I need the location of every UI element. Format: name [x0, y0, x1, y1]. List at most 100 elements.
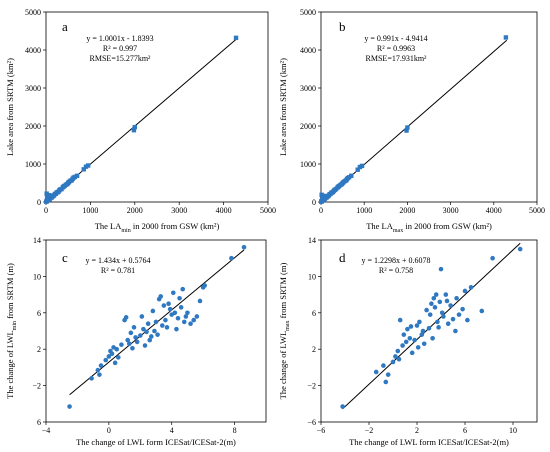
data-point	[166, 301, 171, 307]
data-point	[415, 345, 421, 350]
x-tick-label: 4	[170, 426, 174, 435]
x-tick-label: −4	[42, 426, 51, 435]
data-point	[109, 351, 115, 357]
data-point	[443, 292, 449, 297]
r-squared: R² = 0.9963	[377, 44, 415, 53]
y-tick-label: 14	[308, 236, 316, 245]
data-point	[174, 326, 179, 332]
y-tick-label: 6	[312, 309, 316, 318]
data-point	[152, 328, 157, 334]
y-axis-label: Lake area from SRTM (km²)	[278, 58, 288, 156]
data-point	[85, 163, 91, 168]
data-point	[89, 376, 94, 381]
data-point	[74, 173, 80, 178]
data-point	[490, 255, 495, 261]
data-point	[381, 363, 386, 368]
y-tick-label: 2	[312, 345, 316, 354]
data-point	[95, 367, 101, 373]
data-point	[465, 317, 470, 323]
x-tick-label: 4000	[216, 206, 232, 215]
data-point	[172, 310, 178, 316]
data-point	[112, 360, 118, 366]
data-point	[229, 255, 234, 261]
data-point	[407, 335, 413, 341]
data-point	[444, 298, 450, 304]
data-point	[134, 339, 140, 345]
r-squared: R² = 0.781	[101, 266, 135, 275]
data-point	[462, 288, 468, 294]
data-point	[373, 369, 379, 375]
panel-letter: c	[62, 250, 68, 265]
data-point	[431, 295, 437, 301]
plot-frame	[320, 239, 538, 423]
data-point	[106, 354, 112, 359]
data-point	[177, 295, 182, 301]
data-point	[436, 325, 441, 330]
data-point	[131, 127, 137, 133]
x-axis-label: The change of LWL form ICESat/ICESat-2(m…	[349, 437, 509, 447]
data-point	[454, 295, 459, 301]
data-point	[175, 315, 181, 321]
data-point	[185, 310, 190, 316]
y-tick-label: 2000	[300, 122, 316, 131]
data-point	[130, 345, 135, 351]
data-point	[383, 379, 389, 385]
y-axis-label: Lake area from SRTM (km²)	[5, 58, 15, 156]
data-point	[359, 163, 365, 169]
data-point	[450, 316, 456, 322]
data-point	[408, 324, 414, 329]
data-point	[167, 306, 173, 312]
x-tick-label: 10	[509, 426, 517, 435]
data-point	[191, 317, 197, 323]
data-point	[233, 35, 239, 41]
x-tick-label: 5000	[529, 206, 545, 215]
y-tick-label: 0	[37, 198, 41, 207]
data-point	[178, 305, 184, 310]
y-tick-label: 14	[33, 236, 41, 245]
data-point	[424, 307, 429, 313]
r-squared: R² = 0.758	[379, 266, 413, 275]
data-point	[517, 246, 523, 252]
y-tick-label: 1000	[300, 160, 316, 169]
data-point	[133, 335, 138, 340]
data-point	[183, 314, 189, 319]
x-tick-label: −6	[317, 426, 326, 435]
rmse: RMSE=15.277km²	[90, 54, 152, 63]
data-point	[153, 319, 159, 325]
data-point	[125, 337, 131, 343]
data-point	[188, 321, 193, 327]
y-tick-label: 3000	[300, 84, 316, 93]
regression-equation: y = 1.2298x + 0.6078	[361, 256, 430, 265]
data-point	[437, 299, 443, 305]
data-point	[170, 290, 176, 296]
data-point	[414, 323, 420, 328]
data-point	[433, 292, 439, 297]
data-point	[103, 357, 109, 363]
data-point	[83, 164, 89, 169]
x-tick-label: 1000	[82, 206, 98, 215]
data-point	[67, 404, 72, 409]
data-point	[145, 321, 151, 327]
data-point	[468, 285, 474, 290]
x-tick-label: 5000	[260, 206, 276, 215]
data-point	[397, 317, 403, 323]
data-point	[144, 329, 149, 335]
x-axis-label: The LAmax in 2000 from GSW (km²)	[366, 221, 492, 234]
x-tick-label: 0	[319, 206, 323, 215]
x-tick-label: 0	[44, 206, 48, 215]
data-point	[448, 303, 453, 308]
data-point	[400, 343, 405, 348]
x-axis-label: The LAmin in 2000 from GSW (km²)	[95, 221, 220, 234]
data-point	[132, 124, 137, 130]
data-point	[194, 314, 200, 319]
data-point	[393, 354, 398, 359]
y-tick-label: 4000	[25, 46, 41, 55]
data-point	[420, 328, 426, 334]
data-point	[150, 308, 156, 314]
data-point	[421, 341, 427, 347]
y-tick-label: 2	[37, 345, 41, 354]
data-point	[417, 319, 422, 325]
data-point	[349, 173, 354, 178]
